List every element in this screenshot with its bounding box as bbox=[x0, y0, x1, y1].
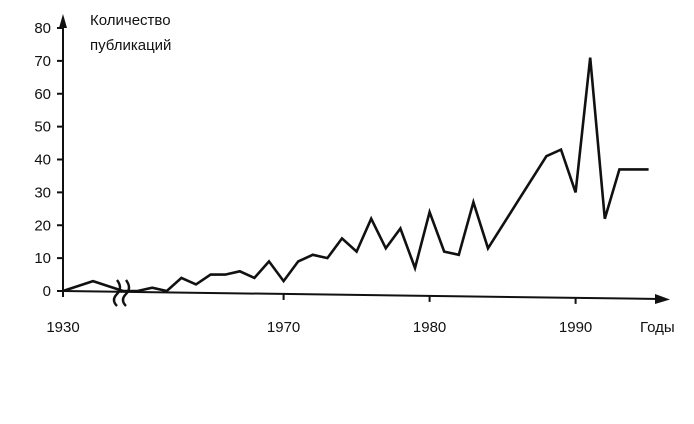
y-tick-label: 40 bbox=[34, 152, 51, 169]
y-tick-label: 0 bbox=[43, 283, 51, 300]
y-axis-arrowhead bbox=[59, 14, 67, 28]
x-tick-label: 1990 bbox=[559, 319, 592, 336]
series-line-segment bbox=[123, 57, 649, 293]
y-tick-label: 80 bbox=[34, 20, 51, 37]
axes bbox=[59, 14, 670, 307]
y-tick-label: 10 bbox=[34, 250, 51, 267]
x-axis-arrowhead bbox=[655, 294, 670, 304]
y-tick-label: 50 bbox=[34, 119, 51, 136]
axis-break-mark-left bbox=[112, 279, 122, 307]
y-tick-label: 70 bbox=[34, 53, 51, 70]
x-tick-label: 1980 bbox=[413, 319, 446, 336]
x-axis-line bbox=[62, 290, 661, 300]
y-tick-label: 60 bbox=[34, 86, 51, 103]
x-axis-title: Годы bbox=[640, 319, 675, 336]
series-group bbox=[62, 57, 649, 293]
y-axis-title-line-2: публикаций bbox=[90, 37, 171, 54]
axis-break-mark-right bbox=[121, 279, 131, 307]
x-axis-ticks: 1930 1970 1980 1990 bbox=[46, 291, 592, 336]
series-line-segment bbox=[62, 279, 124, 293]
y-tick-label: 30 bbox=[34, 184, 51, 201]
y-axis-ticks: 0 10 20 30 40 50 60 70 80 bbox=[34, 20, 63, 300]
x-tick-label: 1970 bbox=[267, 319, 300, 336]
y-tick-label: 20 bbox=[34, 217, 51, 234]
x-tick-label: 1930 bbox=[46, 319, 79, 336]
y-axis-title-line-1: Количество bbox=[90, 12, 171, 29]
